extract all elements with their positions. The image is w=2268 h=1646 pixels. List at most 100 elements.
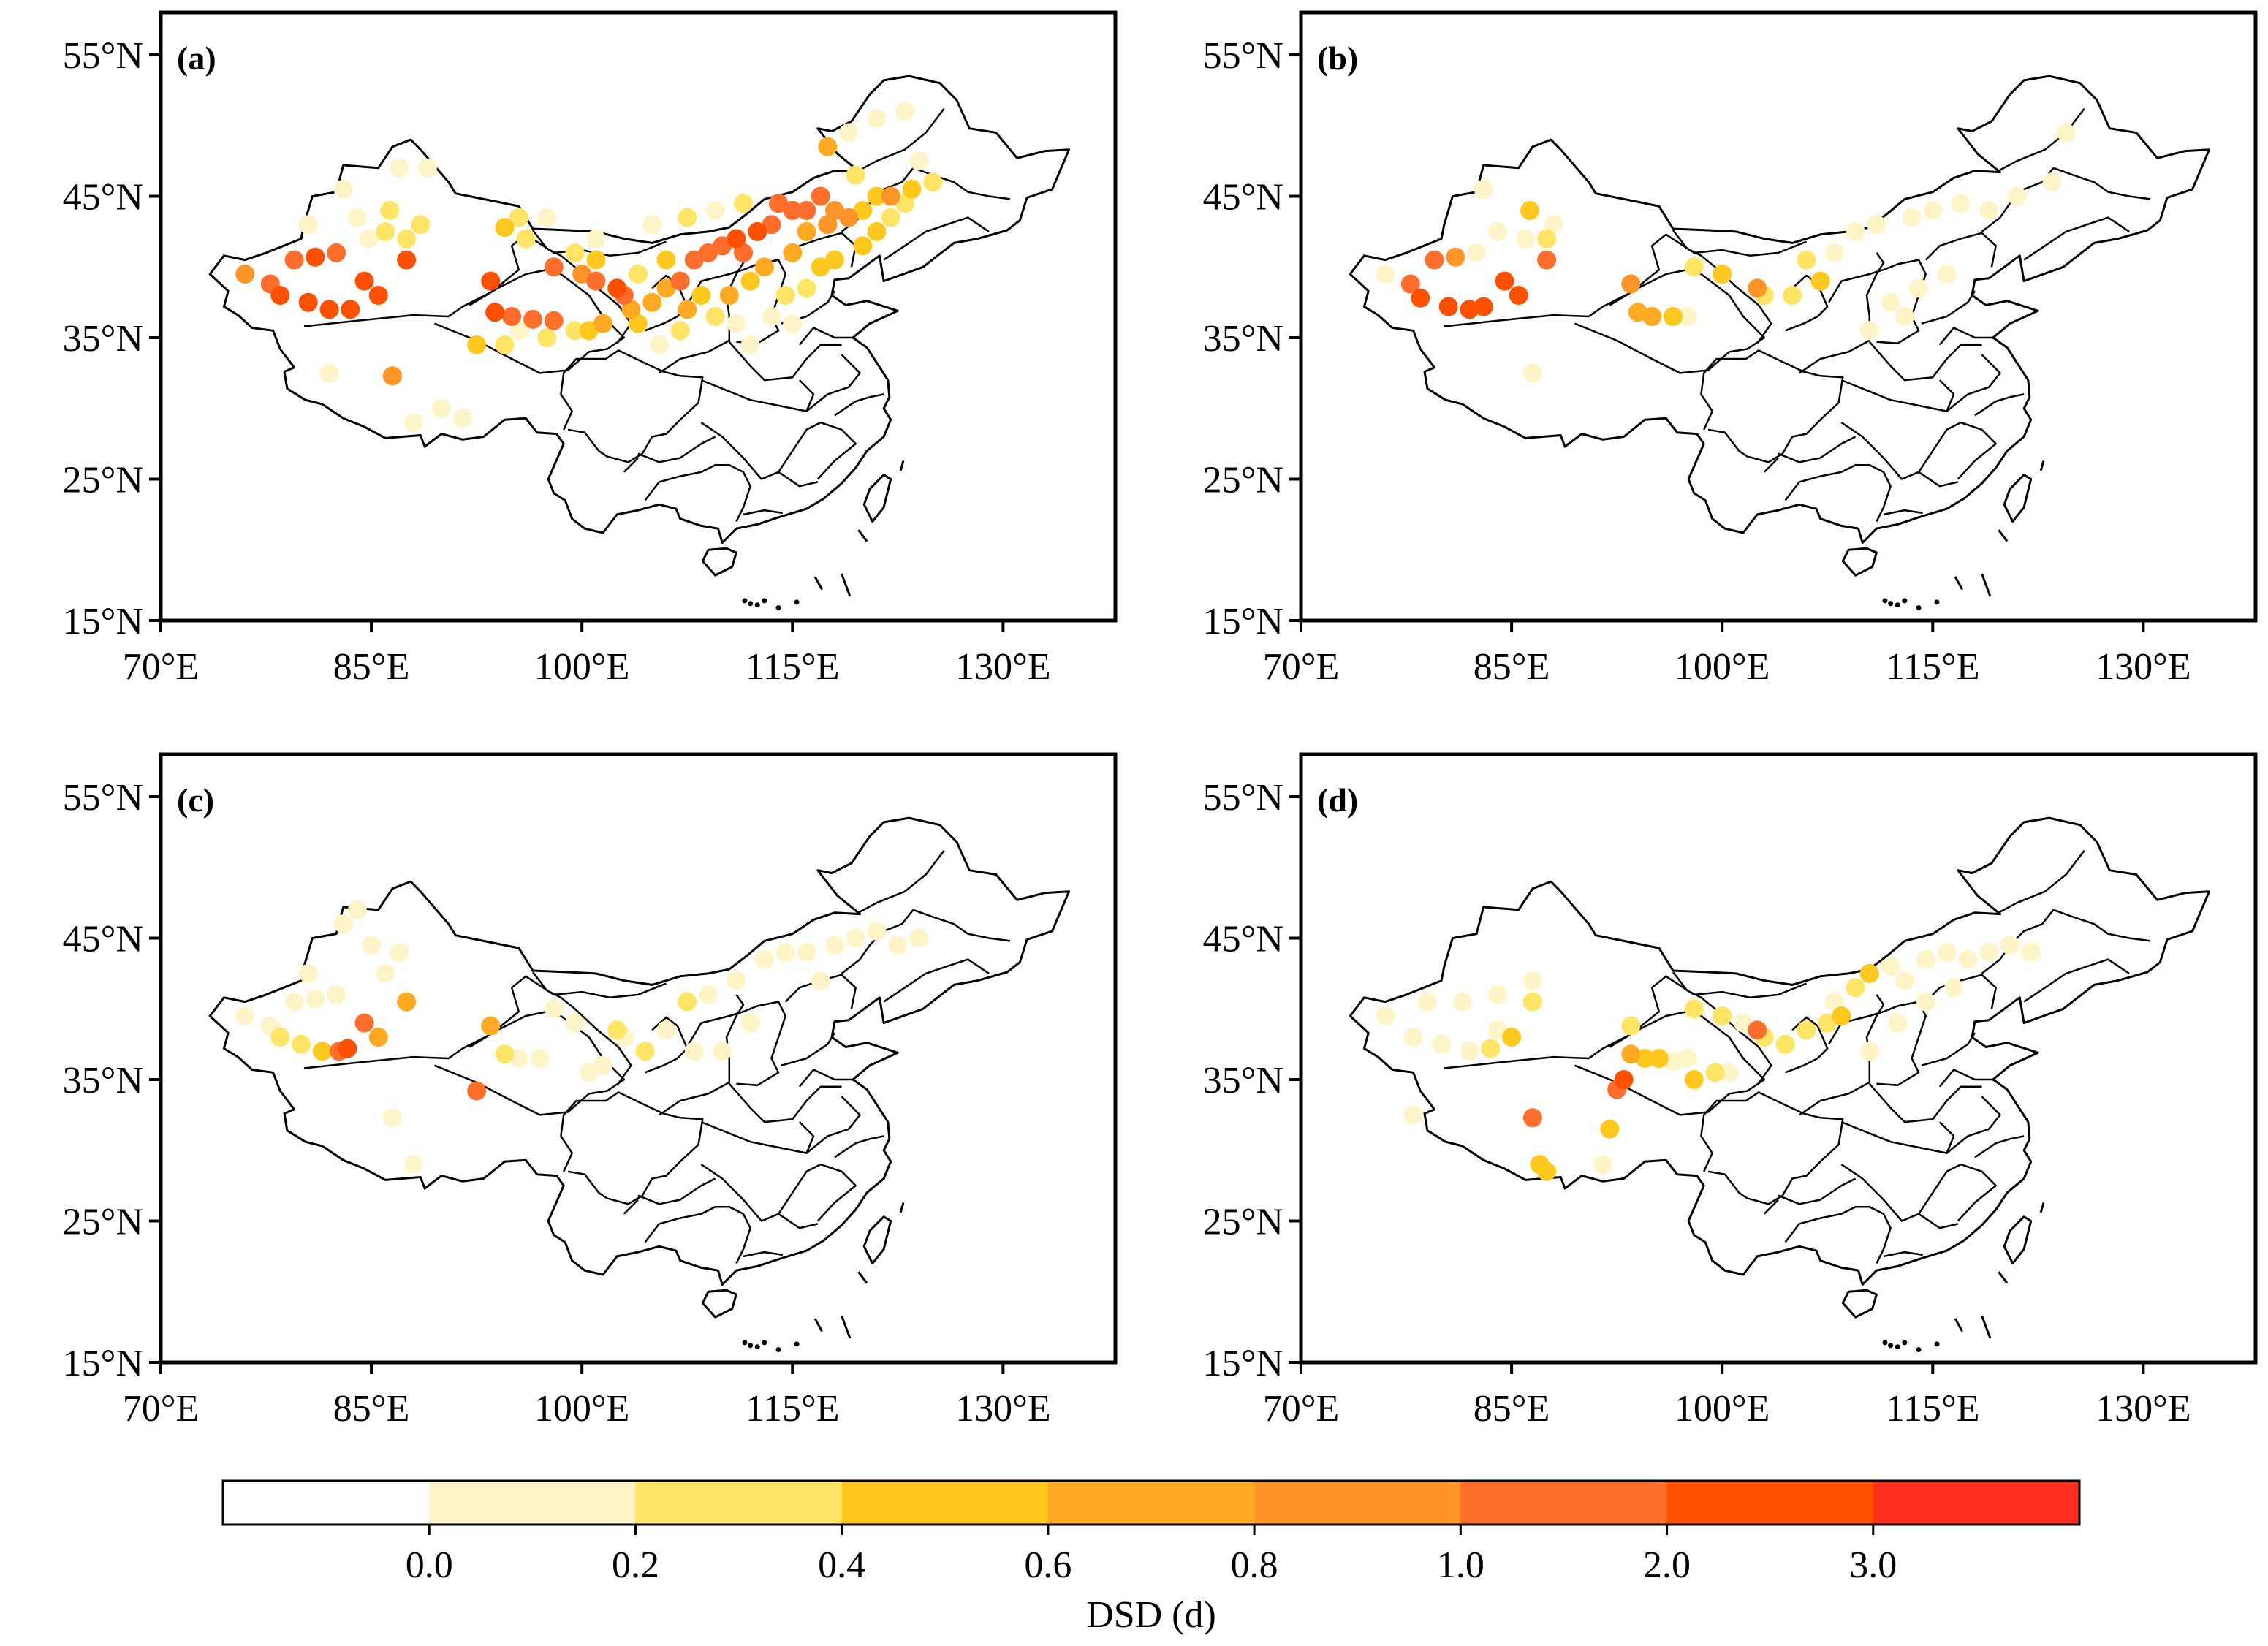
country-outline: [1349, 75, 2211, 545]
station-dot: [649, 335, 669, 354]
station-dot: [452, 409, 472, 428]
province-boundary: [834, 393, 884, 417]
sea-boundary-dash: [841, 573, 852, 597]
station-dot: [593, 1055, 612, 1075]
province-boundary: [1938, 1069, 1993, 1088]
province-boundary: [798, 1069, 853, 1088]
station-dot: [699, 243, 718, 262]
station-dot: [705, 200, 725, 220]
island-dot: [794, 1341, 800, 1347]
station-dot: [699, 985, 718, 1004]
station-dot: [523, 309, 542, 329]
station-dot: [853, 200, 873, 220]
station-dot: [333, 179, 353, 199]
panel-frame: [1299, 752, 2258, 1365]
station-dot: [824, 200, 844, 220]
sea-boundary-dash: [899, 460, 905, 471]
station-dot: [2021, 942, 2041, 962]
station-dot: [1979, 200, 1999, 220]
station-dot: [1832, 1006, 1851, 1025]
axes-d: 70°E 85°E 100°E 115°E 130°E 55°N 45°N 35°N 25°N 1…: [1203, 777, 2191, 1430]
colorbar-box: [1047, 1481, 1255, 1525]
station-dot: [1775, 1034, 1795, 1054]
station-dot: [1846, 978, 1865, 998]
station-dot: [544, 311, 564, 330]
station-dot: [1593, 1155, 1612, 1175]
station-dot: [397, 229, 417, 249]
y-tick-label: 45°N: [63, 919, 143, 960]
station-dot: [740, 335, 760, 354]
station-dot: [417, 158, 437, 178]
station-dot: [411, 215, 431, 235]
china-province-boundaries: [1349, 816, 2211, 1353]
station-dot: [270, 286, 290, 305]
province-boundary: [303, 975, 527, 1069]
province-boundary: [637, 436, 716, 463]
station-dot: [298, 292, 318, 312]
province-boundary: [1784, 1205, 1892, 1264]
station-dot: [1909, 278, 1929, 298]
province-boundary: [1974, 393, 2025, 417]
x-tick-label: 100°E: [534, 646, 630, 688]
station-dot: [481, 1016, 501, 1036]
island-dot: [775, 605, 781, 611]
station-dot: [1522, 971, 1542, 990]
province-boundary: [2052, 167, 2151, 200]
station-dot: [1734, 1013, 1753, 1033]
province-boundary: [1840, 1120, 1955, 1154]
station-dot: [1446, 247, 1465, 267]
province-boundary: [1921, 290, 1976, 325]
axes-c: 70°E 85°E 100°E 115°E 130°E 55°N 45°N 35°N 25°N 1…: [63, 777, 1051, 1430]
station-dot: [284, 992, 304, 1012]
station-dot: [376, 963, 395, 983]
hainan-outline: [701, 547, 737, 577]
station-dot: [1881, 957, 1900, 976]
station-dot: [684, 1042, 704, 1061]
station-dot: [824, 936, 844, 955]
map-panel-a: (a) 70°E 85°E 100°E 115°E 130°E 55°N 45°N 35°N 2…: [63, 10, 1118, 688]
province-boundary: [1763, 1199, 1779, 1215]
station-dot: [839, 208, 859, 227]
province-boundary: [743, 1251, 783, 1258]
province-boundary: [560, 349, 704, 463]
province-boundary: [1981, 909, 2055, 974]
station-dot: [797, 942, 816, 962]
station-dot: [811, 971, 830, 990]
station-dot: [292, 1034, 311, 1054]
station-dot: [1432, 1034, 1452, 1054]
station-dot: [1937, 265, 1957, 284]
station-dot: [1487, 985, 1507, 1004]
station-dot: [1916, 992, 1935, 1012]
sea-boundary-dash: [1981, 573, 1992, 597]
station-dot: [740, 271, 760, 291]
station-dot: [495, 1044, 515, 1064]
station-dot: [509, 208, 528, 227]
province-boundary: [1763, 457, 1779, 473]
station-dot: [298, 963, 318, 983]
colorbar: 0.0 0.2 0.4 0.6 0.8 1.0 2.0 3.0 DSD (d): [221, 1479, 2081, 1636]
colorbar-tick-label: 3.0: [1849, 1544, 1897, 1586]
station-dot: [1705, 1063, 1725, 1082]
station-dot: [565, 243, 585, 262]
station-dot: [1684, 1070, 1704, 1089]
station-dot: [881, 208, 900, 227]
station-dot: [818, 215, 838, 235]
station-dot: [888, 936, 908, 955]
station-dot: [1537, 229, 1557, 249]
station-dot: [684, 250, 704, 270]
station-dot: [1859, 963, 1879, 983]
province-boundary: [525, 975, 667, 999]
station-dot: [1481, 1039, 1501, 1058]
station-dot: [467, 335, 487, 354]
station-dot: [621, 300, 641, 319]
province-boundary: [798, 327, 853, 346]
station-dot: [1537, 1161, 1557, 1181]
station-dot: [1748, 278, 1767, 298]
sea-boundary-dash: [857, 1271, 868, 1284]
colorbar-title: DSD (d): [1086, 1594, 1216, 1636]
station-dot: [818, 137, 838, 156]
island-dot: [1934, 1341, 1940, 1347]
station-dot: [579, 1063, 599, 1082]
y-tick-label: 55°N: [63, 777, 143, 819]
